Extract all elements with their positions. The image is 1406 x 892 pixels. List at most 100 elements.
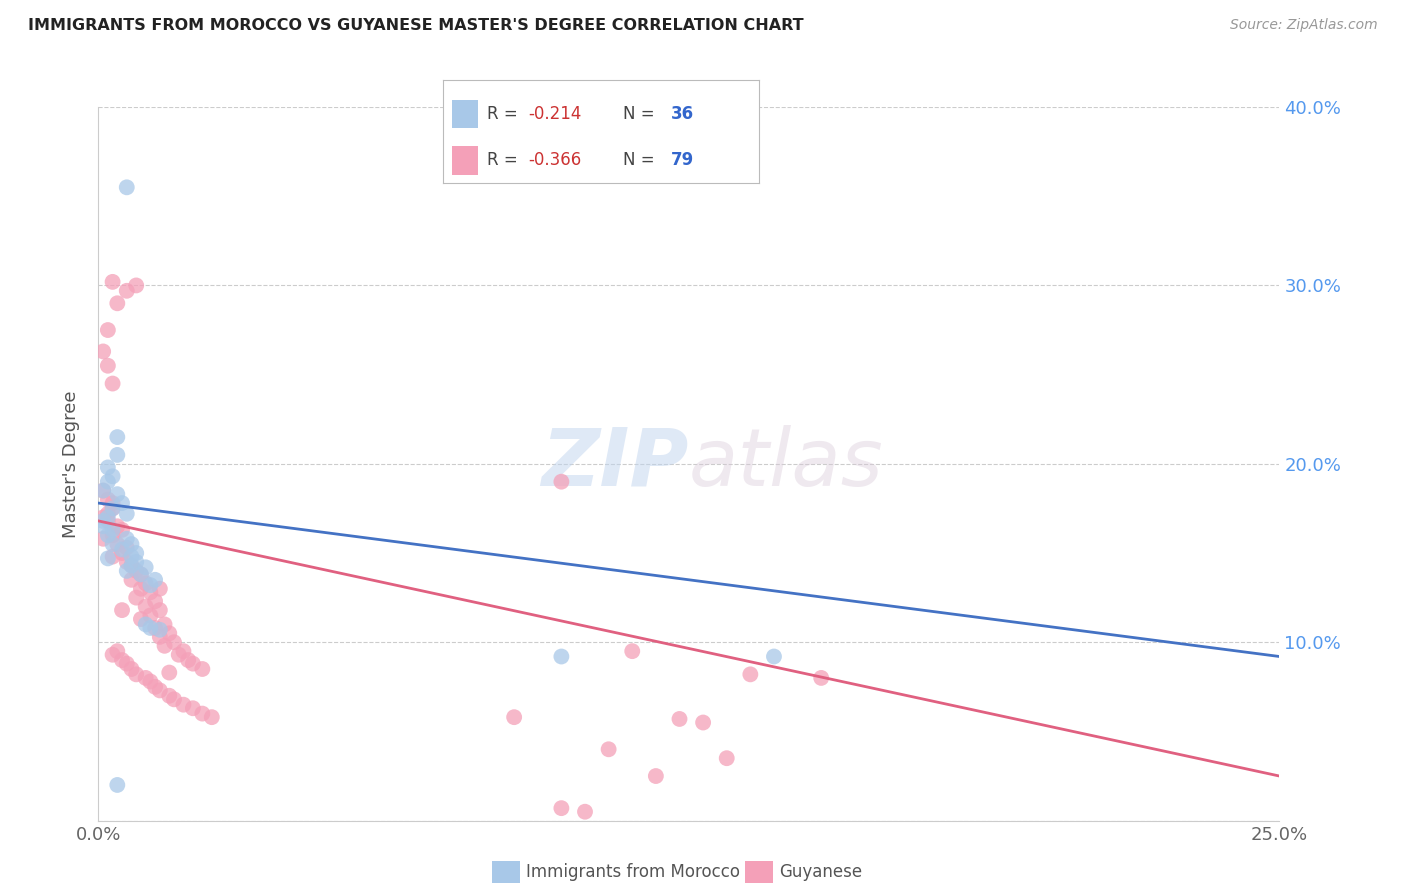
Point: [167, 648, 190, 662]
Point: [101, 275, 124, 289]
Point: [125, 667, 148, 681]
Point: [135, 576, 157, 591]
Point: [101, 537, 124, 551]
Text: -0.214: -0.214: [529, 105, 582, 123]
Point: [550, 649, 572, 664]
Point: [121, 558, 143, 573]
Point: [111, 542, 134, 557]
Point: [129, 567, 152, 582]
Point: [181, 701, 204, 715]
Point: [101, 528, 124, 542]
Bar: [453, 100, 478, 128]
Point: [172, 698, 194, 712]
Point: [574, 805, 596, 819]
Point: [125, 564, 148, 578]
Point: [810, 671, 832, 685]
Point: [101, 549, 124, 564]
Point: [105, 430, 128, 444]
Point: [105, 537, 128, 551]
Point: [143, 594, 166, 608]
Point: [91, 510, 114, 524]
Point: [762, 649, 785, 664]
Point: [101, 648, 124, 662]
Point: [111, 546, 134, 560]
Text: 79: 79: [671, 152, 695, 169]
Point: [129, 612, 152, 626]
Point: [153, 617, 176, 632]
Point: [149, 603, 172, 617]
Point: [115, 532, 138, 546]
Point: [97, 551, 120, 566]
Point: [97, 475, 120, 489]
Point: [105, 296, 128, 310]
Point: [153, 639, 176, 653]
Y-axis label: Master's Degree: Master's Degree: [62, 390, 80, 538]
Point: [139, 674, 162, 689]
Point: [105, 778, 128, 792]
Point: [135, 671, 157, 685]
Point: [105, 487, 128, 501]
Point: [121, 549, 143, 564]
Point: [503, 710, 526, 724]
Point: [125, 546, 148, 560]
Point: [143, 573, 166, 587]
Point: [716, 751, 738, 765]
Point: [97, 359, 120, 373]
Point: [121, 558, 143, 573]
Point: [692, 715, 714, 730]
Point: [97, 514, 120, 528]
Text: N =: N =: [623, 105, 659, 123]
Point: [191, 662, 214, 676]
Point: [91, 483, 114, 498]
Point: [125, 555, 148, 569]
Point: [105, 519, 128, 533]
Point: [91, 344, 114, 359]
Point: [125, 278, 148, 293]
Point: [125, 591, 148, 605]
Point: [129, 567, 152, 582]
Point: [598, 742, 620, 756]
Point: [135, 617, 157, 632]
Point: [101, 501, 124, 516]
Text: Guyanese: Guyanese: [779, 863, 862, 881]
Text: R =: R =: [486, 105, 523, 123]
Point: [111, 523, 134, 537]
Point: [149, 623, 172, 637]
Text: IMMIGRANTS FROM MOROCCO VS GUYANESE MASTER'S DEGREE CORRELATION CHART: IMMIGRANTS FROM MOROCCO VS GUYANESE MAST…: [28, 18, 804, 33]
Point: [149, 630, 172, 644]
Text: Source: ZipAtlas.com: Source: ZipAtlas.com: [1230, 18, 1378, 32]
Point: [111, 496, 134, 510]
Point: [143, 680, 166, 694]
Point: [121, 662, 143, 676]
Point: [115, 180, 138, 194]
Bar: [453, 146, 478, 175]
Point: [115, 284, 138, 298]
Point: [139, 585, 162, 599]
Point: [111, 603, 134, 617]
Point: [91, 514, 114, 528]
Point: [115, 507, 138, 521]
Point: [115, 564, 138, 578]
Point: [139, 608, 162, 623]
Point: [550, 475, 572, 489]
Point: [97, 510, 120, 524]
Point: [191, 706, 214, 721]
Point: [149, 582, 172, 596]
Point: [163, 692, 186, 706]
Point: [115, 657, 138, 671]
Point: [157, 626, 180, 640]
Point: [97, 460, 120, 475]
Point: [101, 469, 124, 483]
Point: [149, 683, 172, 698]
Point: [97, 323, 120, 337]
Text: R =: R =: [486, 152, 523, 169]
Point: [105, 644, 128, 658]
Point: [115, 555, 138, 569]
Point: [177, 653, 200, 667]
Point: [668, 712, 690, 726]
Point: [101, 376, 124, 391]
Point: [740, 667, 762, 681]
Point: [172, 644, 194, 658]
Point: [644, 769, 666, 783]
Point: [550, 801, 572, 815]
